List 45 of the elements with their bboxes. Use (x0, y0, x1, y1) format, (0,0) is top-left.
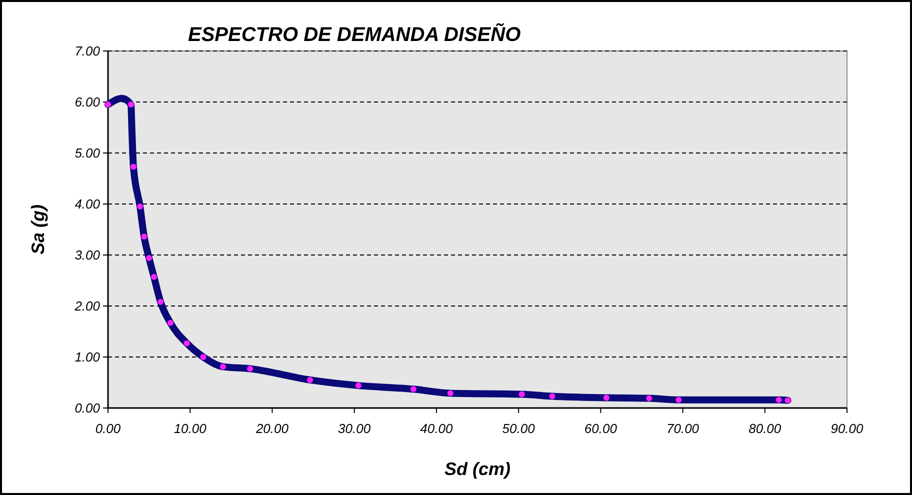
y-tick-label: 4.00 (74, 196, 101, 212)
point (150, 274, 157, 280)
y-tick-label: 2.00 (74, 298, 101, 314)
y-tick-label: 3.00 (74, 248, 101, 263)
chart-title: ESPECTRO DE DEMANDA DISEÑO (188, 23, 522, 46)
point (130, 164, 136, 170)
point (549, 393, 556, 400)
point (784, 397, 791, 404)
point (200, 354, 206, 360)
x-tick-label: 60.00 (584, 421, 618, 436)
x-tick-label: 70.00 (666, 421, 700, 436)
point (141, 234, 148, 240)
point (167, 320, 174, 326)
point (518, 391, 525, 398)
point (646, 395, 652, 402)
y-tick-label: 5.00 (74, 146, 101, 161)
point (184, 340, 190, 346)
point (603, 394, 610, 401)
point (137, 204, 144, 210)
x-tick-label: 50.00 (502, 421, 536, 436)
point (410, 386, 416, 392)
point (220, 364, 226, 370)
point (128, 102, 134, 108)
point (247, 366, 254, 372)
x-tick-label: 0.00 (95, 421, 122, 436)
point (776, 396, 782, 403)
y-tick-label: 6.00 (74, 94, 101, 110)
x-tick-label: 40.00 (420, 421, 454, 436)
point (306, 376, 313, 383)
x-tick-label: 30.00 (338, 421, 372, 436)
x-tick-label: 10.00 (174, 421, 208, 436)
y-tick-label: 1.00 (74, 350, 101, 365)
point (447, 390, 454, 396)
y-axis-title: Sa (g) (28, 204, 48, 255)
point (158, 298, 164, 305)
x-tick-label: 20.00 (254, 421, 290, 436)
x-tick-label: 80.00 (748, 421, 782, 436)
point (105, 102, 111, 108)
point (146, 255, 152, 262)
y-tick-label: 0.00 (74, 400, 101, 416)
point (355, 382, 362, 389)
x-tick-label: 90.00 (830, 421, 864, 436)
x-axis-title: Sd (cm) (444, 459, 511, 479)
y-tick-label: 7.00 (74, 44, 101, 59)
point (676, 396, 682, 403)
